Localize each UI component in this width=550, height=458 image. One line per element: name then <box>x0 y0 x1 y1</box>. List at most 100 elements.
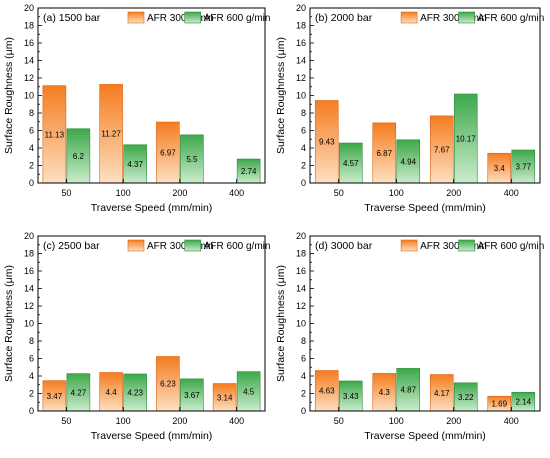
bar-value-label: 10.17 <box>456 135 477 144</box>
bar-value-label: 1.69 <box>491 400 507 409</box>
y-tick-label: 16 <box>296 266 306 276</box>
legend-swatch-afr600 <box>184 239 202 252</box>
bar-value-label: 4.87 <box>400 386 416 395</box>
bar-value-label: 3.4 <box>494 164 506 173</box>
bar-value-label: 2.74 <box>241 167 257 176</box>
bar-value-label: 3.67 <box>184 391 200 400</box>
x-axis-title: Traverse Speed (mm/min) <box>364 430 486 442</box>
x-tick-label: 400 <box>229 416 244 426</box>
y-tick-label: 0 <box>29 178 34 188</box>
y-tick-label: 14 <box>24 56 34 66</box>
x-tick-label: 200 <box>446 416 461 426</box>
y-tick-label: 16 <box>296 38 306 48</box>
chart-panel-2: 9.43 6.87 7.67 3.4 4.57 4.94 10.17 3.77 0 2 4 6 8 10 1… <box>275 3 544 214</box>
panel-title: (b) 2000 bar <box>315 12 373 24</box>
y-tick-label: 12 <box>24 73 34 83</box>
y-tick-label: 6 <box>29 126 34 136</box>
y-tick-label: 14 <box>296 284 306 294</box>
y-tick-label: 8 <box>29 108 34 118</box>
x-tick-label: 100 <box>116 416 131 426</box>
y-tick-label: 2 <box>301 389 306 399</box>
y-tick-label: 8 <box>301 336 306 346</box>
legend-label: AFR 600 g/min <box>478 241 545 252</box>
y-tick-label: 4 <box>301 371 306 381</box>
y-tick-label: 2 <box>301 161 306 171</box>
bar-value-label: 3.22 <box>458 393 474 402</box>
legend-label: AFR 300 g/min <box>420 13 487 24</box>
chart-panel-3: 3.47 4.4 6.23 3.14 4.27 4.23 3.67 4.5 0 2 4 6 8 10 12 1… <box>3 231 270 442</box>
x-tick-label: 400 <box>504 188 519 198</box>
chart-panel-1: 11.13 11.27 6.97 6.2 4.37 5.5 2.74 0 2 4 6 8 10 12 14 1… <box>3 3 270 214</box>
bar-value-label: 2.14 <box>515 398 531 407</box>
y-tick-label: 8 <box>301 108 306 118</box>
bar-value-label: 5.5 <box>186 155 198 164</box>
y-tick-label: 4 <box>29 143 34 153</box>
bar-value-label: 9.43 <box>319 138 335 147</box>
y-tick-label: 14 <box>24 284 34 294</box>
y-axis-title: Surface Roughness (μm) <box>275 265 287 382</box>
bar-value-label: 6.23 <box>160 380 176 389</box>
bar-value-label: 3.14 <box>217 393 233 402</box>
x-tick-label: 200 <box>172 188 187 198</box>
y-tick-label: 0 <box>301 406 306 416</box>
x-tick-label: 50 <box>334 416 344 426</box>
x-tick-label: 50 <box>61 416 71 426</box>
y-tick-label: 20 <box>296 231 306 241</box>
legend-label: AFR 600 g/min <box>478 13 545 24</box>
bar-value-label: 4.3 <box>379 388 391 397</box>
legend-swatch-afr300 <box>400 239 418 252</box>
legend-label: AFR 600 g/min <box>204 13 271 24</box>
bar-value-label: 4.5 <box>243 387 255 396</box>
bar-value-label: 11.13 <box>45 130 65 139</box>
y-axis-title: Surface Roughness (μm) <box>275 37 287 154</box>
x-tick-label: 200 <box>172 416 187 426</box>
legend-label: AFR 300 g/min <box>420 241 487 252</box>
bar-value-label: 4.17 <box>434 389 450 398</box>
y-tick-label: 0 <box>29 406 34 416</box>
y-tick-label: 10 <box>24 91 34 101</box>
y-tick-label: 0 <box>301 178 306 188</box>
bar-value-label: 4.63 <box>319 387 335 396</box>
y-tick-label: 20 <box>24 231 34 241</box>
x-tick-label: 400 <box>504 416 519 426</box>
panel-title: (c) 2500 bar <box>43 240 100 252</box>
bar-value-label: 11.27 <box>101 130 121 139</box>
x-axis-title: Traverse Speed (mm/min) <box>91 430 213 442</box>
y-tick-label: 8 <box>29 336 34 346</box>
bar-value-label: 4.4 <box>106 388 118 397</box>
x-axis-title: Traverse Speed (mm/min) <box>364 202 486 214</box>
x-tick-label: 50 <box>334 188 344 198</box>
y-tick-label: 20 <box>24 3 34 13</box>
y-axis-title: Surface Roughness (μm) <box>3 37 15 154</box>
y-tick-label: 10 <box>296 91 306 101</box>
legend-swatch-afr300 <box>400 11 418 24</box>
x-tick-label: 400 <box>229 188 244 198</box>
legend-swatch-afr600 <box>458 11 475 24</box>
y-tick-label: 2 <box>29 161 34 171</box>
y-tick-label: 12 <box>296 73 306 83</box>
y-tick-label: 18 <box>24 21 34 31</box>
legend-label: AFR 600 g/min <box>204 241 271 252</box>
y-tick-label: 20 <box>296 3 306 13</box>
chart-panel-4: 4.63 4.3 4.17 1.69 3.43 4.87 3.22 2.14 0 2 4 6 8 10 12… <box>275 231 544 442</box>
bar-value-label: 4.23 <box>127 388 143 397</box>
y-tick-label: 16 <box>24 38 34 48</box>
legend-swatch-afr600 <box>458 239 475 252</box>
x-tick-label: 100 <box>389 188 404 198</box>
y-tick-label: 6 <box>301 126 306 136</box>
bar-value-label: 4.94 <box>400 157 416 166</box>
bar-value-label: 6.97 <box>160 149 176 158</box>
legend-swatch-afr600 <box>184 11 202 24</box>
y-tick-label: 10 <box>24 319 34 329</box>
y-tick-label: 12 <box>24 301 34 311</box>
legend-label: AFR 300 g/min <box>147 241 214 252</box>
x-tick-label: 100 <box>389 416 404 426</box>
y-tick-label: 18 <box>24 249 34 259</box>
panel-title: (a) 1500 bar <box>43 12 101 24</box>
bar-value-label: 4.57 <box>343 159 359 168</box>
legend-swatch-afr300 <box>127 11 145 24</box>
y-axis-title: Surface Roughness (μm) <box>3 265 15 382</box>
panel-title: (d) 3000 bar <box>315 240 373 252</box>
